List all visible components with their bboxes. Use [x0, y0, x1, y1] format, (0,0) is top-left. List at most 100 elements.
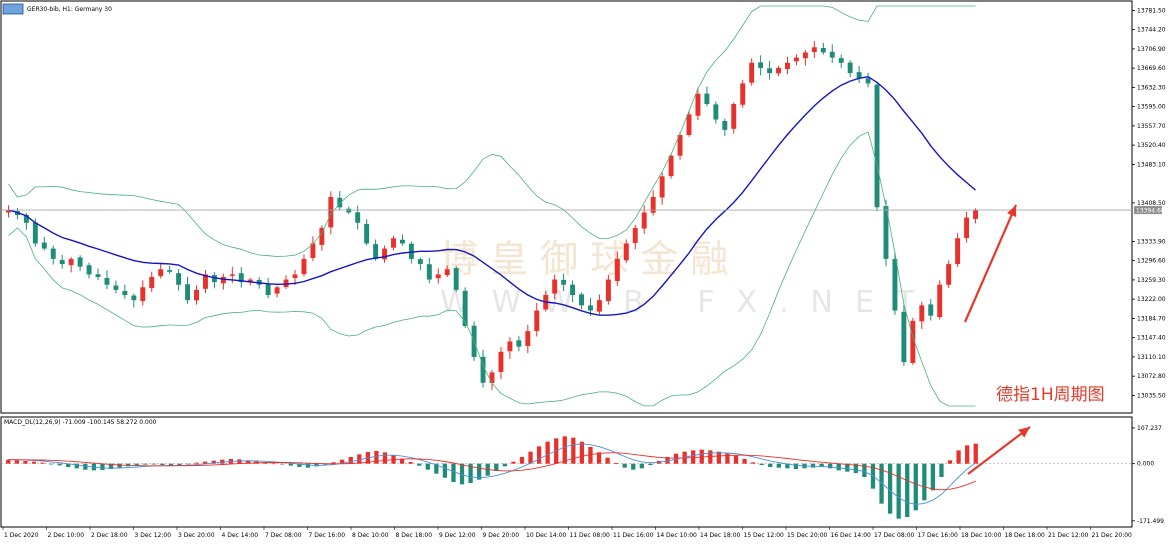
candle-body	[659, 176, 665, 198]
candle-body	[131, 295, 137, 301]
macd-histogram-bar	[468, 463, 473, 483]
macd-histogram-bar	[742, 459, 747, 464]
candle-body	[955, 238, 961, 264]
macd-histogram-bar	[425, 463, 430, 470]
candle-body	[588, 305, 593, 311]
candle-body	[417, 259, 423, 265]
candle-body	[767, 68, 773, 74]
time-tick-label: 15 Dec 20:00	[787, 532, 828, 539]
candle-body	[570, 284, 576, 296]
macd-histogram-bar	[665, 457, 670, 464]
macd-trend-arrow-shaft	[967, 426, 1031, 475]
macd-histogram-bar	[768, 463, 773, 467]
macd-histogram-bar	[913, 463, 918, 511]
macd-histogram-bar	[545, 441, 550, 464]
price-tick-label: 13072.80	[1137, 373, 1166, 380]
macd-histogram-bar	[57, 463, 62, 466]
current-price-label: 13394.60	[1136, 208, 1165, 215]
bollinger-lower-line	[8, 131, 976, 407]
macd-histogram-bar	[502, 463, 507, 467]
time-tick-label: 7 Dec 16:00	[309, 532, 346, 539]
candle-body	[220, 276, 226, 284]
price-tick-label: 13781.50	[1137, 7, 1166, 14]
time-tick-label: 8 Dec 10:00	[352, 532, 389, 539]
macd-histogram-bar	[74, 463, 79, 469]
macd-histogram-bar	[331, 462, 336, 464]
candle-body	[552, 279, 558, 294]
macd-histogram-bar	[288, 463, 293, 466]
candle-body	[901, 311, 907, 363]
macd-histogram-bar	[536, 446, 542, 464]
symbol-title: GER30-bib, H1: Germany 30	[27, 6, 112, 13]
time-tick-label: 7 Dec 08:00	[265, 532, 302, 539]
price-tick-label: 13744.20	[1137, 27, 1166, 34]
macd-histogram-bar	[793, 463, 799, 469]
macd-trend-arrow-head	[1018, 427, 1030, 438]
price-tick-label: 13669.60	[1137, 65, 1166, 72]
macd-histogram-bar	[965, 445, 970, 464]
candle-body	[605, 279, 611, 302]
candle-body	[176, 273, 182, 285]
candle-body	[973, 209, 978, 219]
candle-body	[382, 248, 388, 260]
candle-body	[149, 276, 155, 289]
time-tick-label: 17 Dec 16:00	[918, 532, 959, 539]
macd-histogram-bar	[100, 463, 105, 470]
candle-body	[704, 93, 710, 105]
candle-body	[498, 351, 504, 372]
time-tick-label: 14 Dec 10:00	[657, 532, 698, 539]
macd-histogram-bar	[48, 463, 54, 465]
macd-title: MACD_DL(12,26,9) -71.009 -100.145 58.272…	[4, 419, 157, 426]
macd-histogram-bar	[459, 463, 465, 485]
price-tick-label: 13222.00	[1137, 296, 1166, 303]
candle-body	[596, 300, 602, 312]
candle-body	[426, 264, 432, 280]
macd-histogram-bar	[14, 460, 19, 464]
macd-histogram-bar	[117, 463, 122, 468]
macd-panel-frame	[0, 416, 1133, 528]
macd-histogram-bar	[399, 458, 405, 464]
macd-signal-line	[8, 452, 976, 491]
price-trend-arrow-head	[1007, 205, 1017, 218]
candle-body	[95, 274, 101, 277]
macd-histogram-bar	[579, 441, 585, 464]
macd-histogram-bar	[828, 463, 833, 469]
candle-body	[328, 196, 334, 228]
macd-histogram-bar	[305, 463, 311, 468]
annotation-label: 德指1H周期图	[996, 385, 1105, 405]
time-tick-label: 3 Dec 12:00	[135, 532, 172, 539]
candle-body	[229, 274, 235, 276]
time-tick-label: 18 Dec 10:00	[961, 532, 1002, 539]
macd-histogram-bar	[451, 463, 456, 482]
candle-body	[928, 304, 934, 316]
macd-histogram-bar	[151, 463, 156, 465]
candle-body	[874, 84, 880, 208]
price-panel-frame	[0, 0, 1133, 414]
candle-body	[516, 340, 522, 347]
macd-histogram-bar	[6, 459, 11, 464]
macd-histogram-bar	[853, 463, 858, 473]
candle-body	[919, 305, 925, 322]
macd-histogram-bar	[750, 462, 756, 464]
macd-histogram-bar	[973, 443, 978, 464]
time-tick-label: 11 Dec 08:00	[570, 532, 611, 539]
candle-body	[203, 274, 208, 289]
macd-histogram-bar	[639, 463, 644, 469]
macd-histogram-bar	[862, 463, 867, 477]
macd-histogram-bar	[759, 463, 764, 465]
watermark: 博 皇 御 球 金 融 WWW.B FX.NET	[440, 237, 914, 320]
candle-body	[167, 270, 173, 272]
time-tick-label: 9 Dec 20:00	[483, 532, 520, 539]
time-tick-label: 9 Dec 12:00	[439, 532, 476, 539]
macd-tick-label: -171.499	[1137, 518, 1164, 525]
macd-histogram-bar	[434, 463, 439, 474]
time-tick-label: 14 Dec 18:00	[700, 532, 741, 539]
time-tick-label: 3 Dec 20:00	[178, 532, 215, 539]
macd-histogram-bar	[648, 463, 653, 465]
macd-histogram-bar	[83, 463, 88, 470]
macd-histogram-bar	[887, 463, 893, 514]
macd-histogram-bar	[905, 463, 910, 517]
macd-histogram-bar	[348, 457, 353, 464]
current-price-tag	[1134, 206, 1162, 215]
candle-body	[579, 294, 585, 306]
